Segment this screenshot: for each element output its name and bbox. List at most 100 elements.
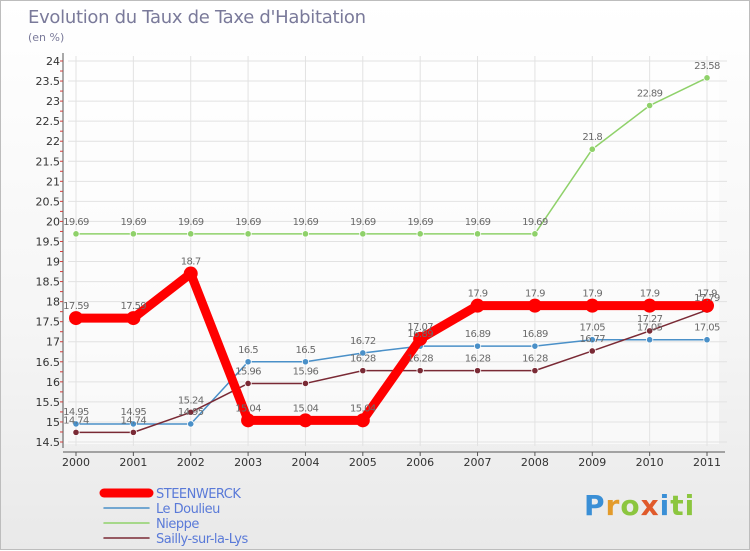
x-tick-label: 2005 [349, 456, 377, 469]
legend-label: Sailly-sur-la-Lys [156, 532, 248, 547]
data-label: 16.77 [579, 334, 605, 345]
data-point [72, 230, 80, 238]
data-point [473, 230, 482, 238]
data-point [72, 428, 80, 436]
data-point [298, 413, 313, 428]
data-point [244, 379, 252, 388]
data-label: 17.07 [407, 322, 433, 333]
data-label: 16.5 [238, 345, 258, 356]
data-label: 14.95 [178, 407, 204, 418]
series-line-Le Doulieu [75, 338, 708, 425]
x-tick-label: 2004 [291, 456, 319, 469]
data-point [473, 367, 482, 375]
x-tick-label: 2009 [578, 456, 606, 469]
data-point [642, 298, 657, 313]
data-point [129, 428, 137, 436]
data-label: 15.24 [178, 395, 204, 406]
data-point [700, 298, 714, 313]
data-point [531, 342, 539, 350]
y-tick-label: 22.5 [36, 115, 61, 128]
x-tick-label: 2001 [119, 456, 147, 469]
data-label: 23.58 [694, 61, 720, 72]
y-tick-label: 17.5 [36, 316, 61, 329]
data-point [703, 74, 711, 82]
x-tick-label: 2006 [406, 456, 434, 469]
data-label: 17.9 [525, 289, 545, 300]
data-label: 16.28 [522, 354, 548, 365]
data-label: 19.69 [465, 217, 491, 228]
series-line-Nieppe [75, 77, 708, 235]
y-tick-label: 16 [46, 376, 60, 389]
y-tick-label: 23.5 [36, 75, 61, 88]
data-label: 14.74 [63, 415, 89, 426]
data-point [531, 230, 539, 238]
y-tick-label: 14.5 [36, 436, 61, 449]
y-tick-label: 21.5 [36, 155, 61, 168]
data-label: 15.04 [350, 403, 376, 414]
y-tick-label: 16.5 [36, 356, 61, 369]
data-point [646, 101, 654, 110]
data-label: 16.89 [522, 329, 548, 340]
data-point [244, 358, 252, 366]
data-point [359, 349, 367, 357]
data-label: 19.69 [293, 217, 319, 228]
data-label: 17.9 [697, 289, 717, 300]
x-tick-label: 2010 [636, 456, 664, 469]
data-point [531, 367, 539, 375]
data-label: 15.04 [293, 403, 319, 414]
y-tick-label: 17 [46, 336, 60, 349]
data-point [183, 266, 198, 281]
x-tick-label: 2007 [464, 456, 492, 469]
legend-label: Le Doulieu [156, 502, 220, 517]
data-label: 16.89 [465, 329, 491, 340]
data-label: 17.9 [468, 289, 488, 300]
data-point [359, 230, 367, 238]
data-label: 16.28 [407, 354, 433, 365]
data-label: 19.69 [350, 217, 376, 228]
data-label: 15.04 [235, 403, 261, 414]
x-tick-label: 2011 [693, 456, 721, 469]
chart-subtitle: (en %) [28, 31, 65, 44]
data-label: 17.59 [121, 301, 147, 312]
y-tick-label: 19 [46, 256, 60, 269]
data-label: 22.89 [637, 89, 663, 100]
data-point [588, 336, 596, 344]
data-point [416, 367, 424, 375]
proxiti-logo: Proxiti [584, 489, 696, 522]
y-tick-label: 20 [46, 215, 60, 228]
data-point [69, 311, 83, 326]
data-point [187, 420, 195, 428]
data-label: 17.79 [694, 293, 720, 304]
legend-label: STEENWERCK [156, 487, 241, 502]
legend-label: Nieppe [156, 517, 199, 532]
y-tick-label: 22 [46, 135, 60, 148]
data-point [301, 230, 310, 238]
data-label: 19.69 [121, 217, 147, 228]
series-line-Sailly-sur-la-Lys [75, 309, 708, 434]
data-point [355, 413, 370, 428]
data-point [646, 327, 654, 335]
data-point [588, 347, 596, 355]
x-tick-label: 2000 [62, 456, 90, 469]
data-label: 15.96 [235, 366, 261, 377]
data-point [129, 420, 137, 428]
y-tick-label: 24 [46, 55, 60, 68]
data-point [585, 298, 600, 313]
data-label: 14.74 [121, 415, 147, 426]
data-label: 15.96 [293, 366, 319, 377]
y-tick-label: 18.5 [36, 276, 61, 289]
data-label: 17.9 [640, 289, 660, 300]
data-point [359, 367, 367, 375]
data-label: 19.69 [178, 217, 204, 228]
data-point [527, 298, 542, 313]
data-point [129, 230, 137, 238]
y-tick-label: 23 [46, 95, 60, 108]
data-point [588, 145, 596, 153]
data-point [126, 311, 141, 326]
data-label: 18.7 [181, 257, 201, 268]
data-label: 19.69 [522, 217, 548, 228]
y-tick-label: 18 [46, 296, 60, 309]
data-point [301, 358, 310, 366]
